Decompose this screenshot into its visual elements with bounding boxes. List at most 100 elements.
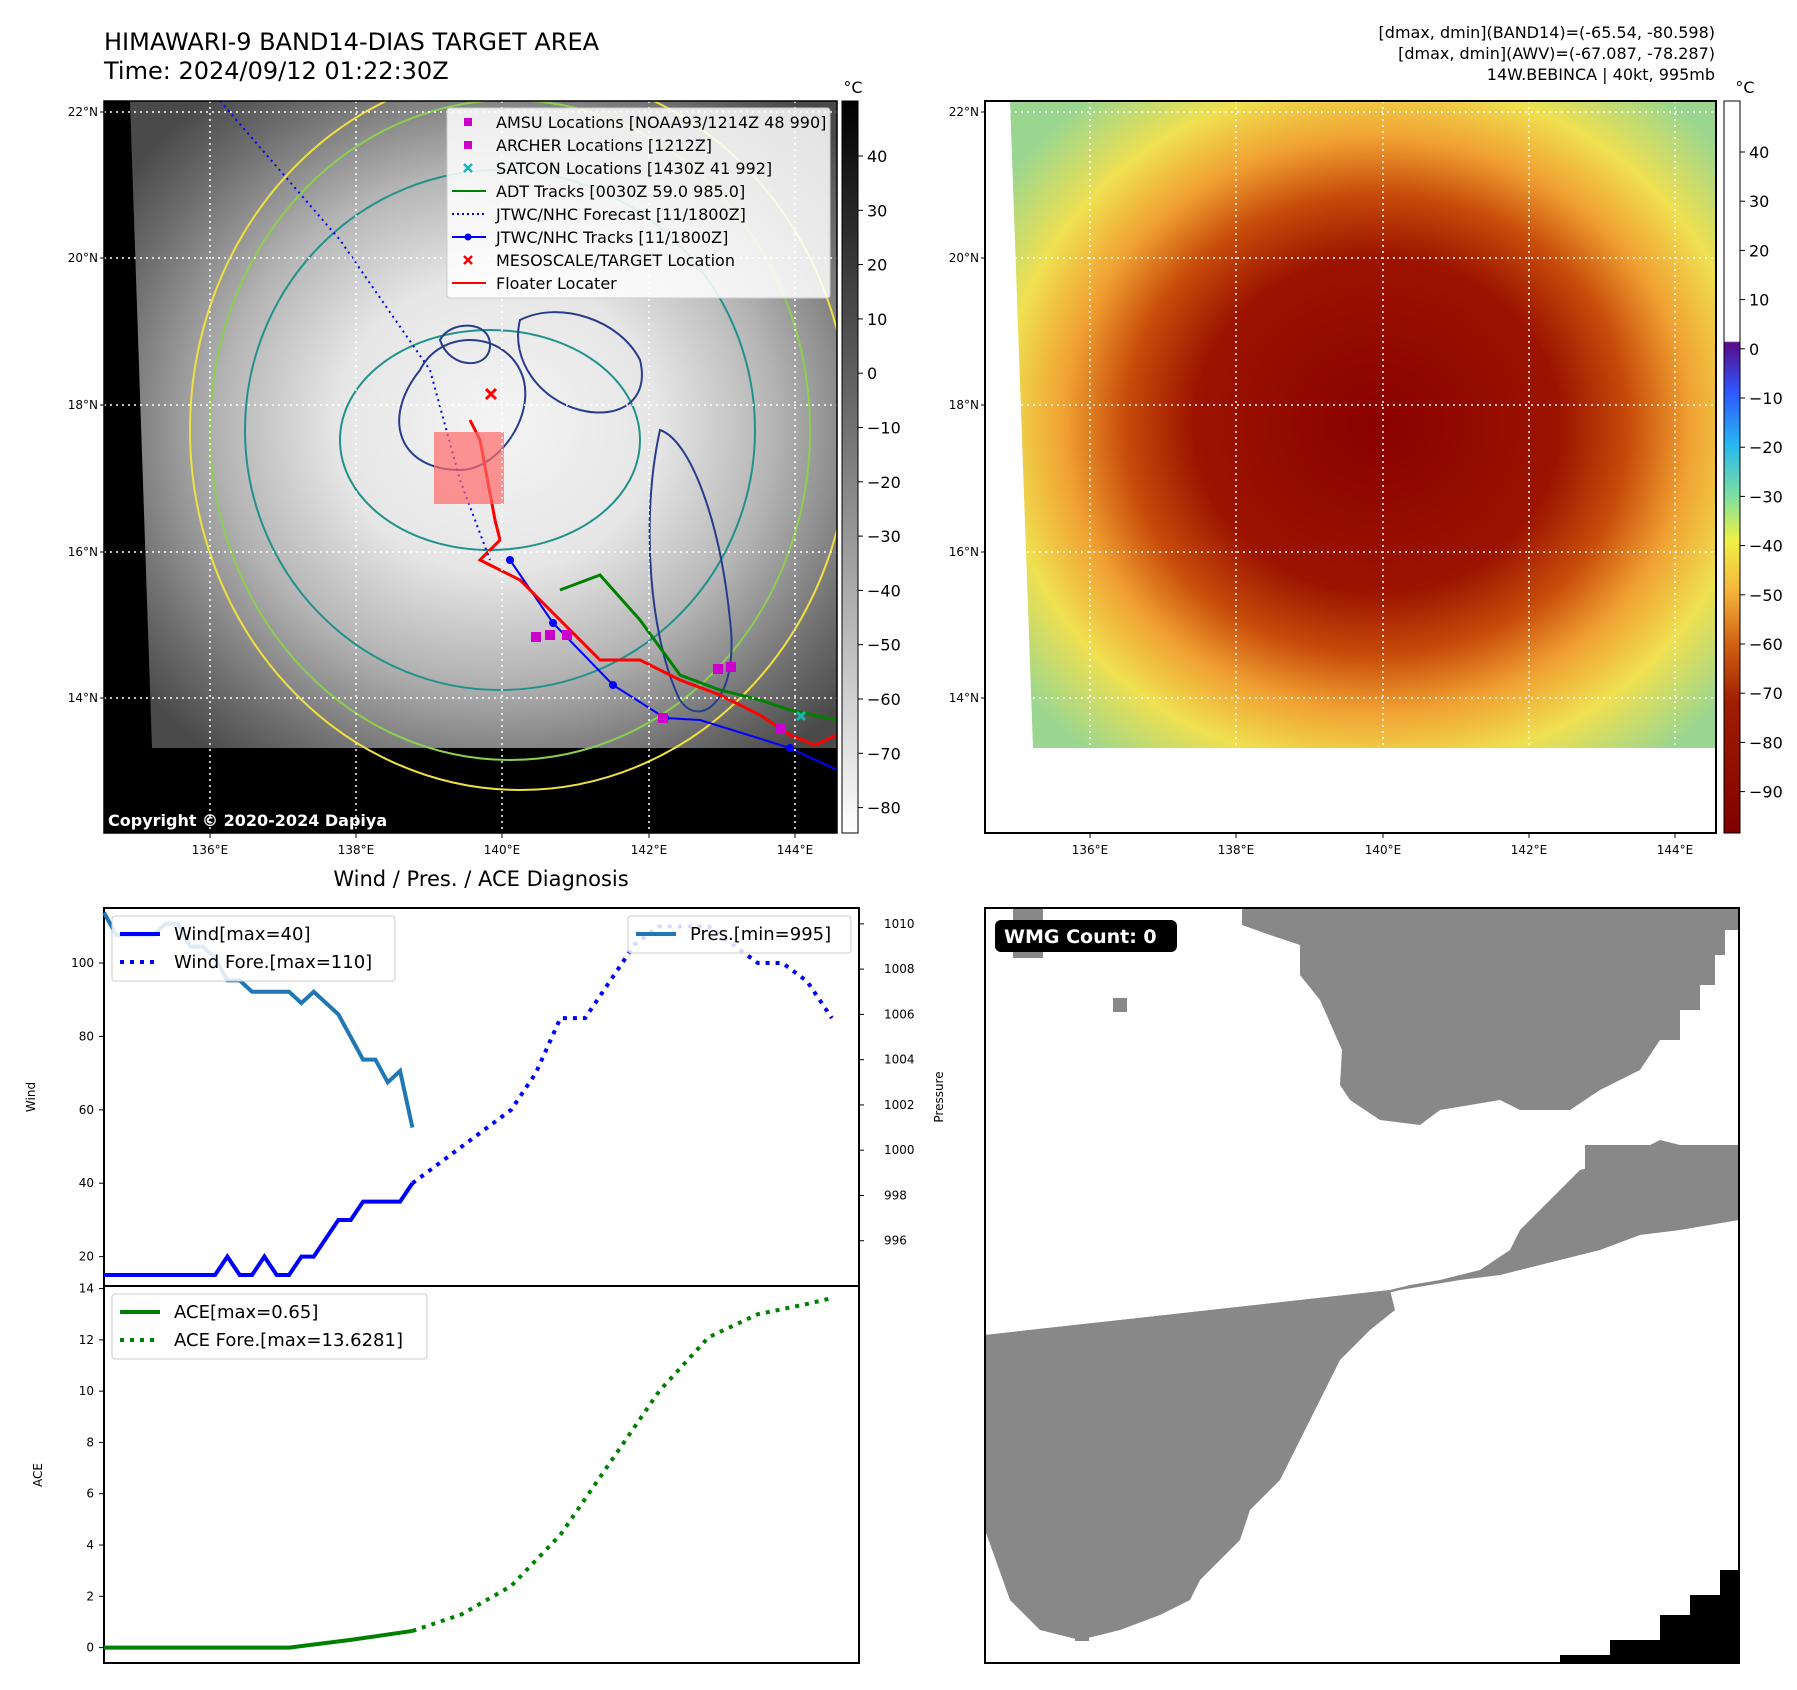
y-tick-label: 20 [79, 1250, 94, 1264]
satcon-location-marker [795, 710, 807, 722]
wmg-count-badge [995, 920, 1177, 952]
right-colorbar-tick-label: −70 [1749, 684, 1783, 703]
left-map-lat-label: 14°N [68, 691, 98, 705]
amsu-location [726, 662, 736, 672]
ace-legend-label: ACE[max=0.65] [174, 1302, 318, 1323]
y2-tick-label: 1000 [884, 1143, 915, 1157]
contour-navy-southeast [648, 428, 733, 713]
right-colorbar-tick-label: 10 [1749, 291, 1769, 310]
map-legend: AMSU Locations [NOAA93/1214Z 48 990] ARCH… [446, 107, 831, 299]
y-tick-label: 14 [79, 1282, 94, 1296]
floater-locater [468, 419, 837, 747]
right-colorbar: °C 40 30 20 10 0 −10 −20 −30 −40 −50 −60 −70 −80 −90 [1723, 78, 1783, 834]
legend-swatch-dot [464, 233, 472, 241]
wmg-speck [1113, 998, 1127, 1012]
right-map-lon-label: 138°E [1218, 843, 1255, 857]
right-map-lat-label: 16°N [949, 545, 979, 559]
right-map-frame [984, 100, 1717, 834]
wind-pressure-panel: 20 40 60 80 100 996 998 1000 1002 1004 1006 1008 101… [24, 907, 946, 1287]
left-colorbar-unit: °C [843, 78, 862, 97]
map-legend-box [446, 107, 831, 299]
left-colorbar-tick-label: −50 [867, 636, 901, 655]
legend-label: JTWC/NHC Tracks [11/1800Z] [495, 228, 728, 247]
legend-label: AMSU Locations [NOAA93/1214Z 48 990] [496, 113, 826, 132]
jtwc-track-point [786, 744, 794, 752]
wmg-black-corner [1560, 1570, 1739, 1663]
copyright: Copyright © 2020-2024 Dapiya [108, 811, 387, 830]
right-colorbar-tick-label: 30 [1749, 192, 1769, 211]
jtwc-track-point [549, 619, 557, 627]
legend-label: JTWC/NHC Forecast [11/1800Z] [495, 205, 746, 224]
left-map-lon-label: 142°E [631, 843, 668, 857]
right-colorbar-unit: °C [1735, 78, 1754, 97]
left-colorbar-tick-label: 0 [867, 364, 877, 383]
archer-location [545, 630, 555, 640]
left-colorbar-tick-label: 40 [867, 147, 887, 166]
ace-legend-box [111, 1293, 428, 1360]
y-tick-label: 2 [86, 1589, 94, 1603]
wind-legend-label: Wind[max=40] [174, 924, 311, 945]
pres-legend-label: Pres.[min=995] [690, 924, 831, 945]
jtwc-track-point [609, 681, 617, 689]
contour-outer-yellow [189, 101, 837, 791]
pres-legend-box [627, 915, 852, 954]
series-line [104, 1182, 415, 1277]
figure-time: Time: 2024/09/12 01:22:30Z [103, 57, 449, 85]
wmg-mask [985, 908, 1739, 1641]
wmg-count-label: WMG Count: 0 [1004, 926, 1157, 948]
pressure-axis-label: Pressure [932, 1071, 946, 1122]
right-colorbar-tick-label: −10 [1749, 389, 1783, 408]
right-map-lat-label: 18°N [949, 398, 979, 412]
ace-fore-legend-label: ACE Fore.[max=13.6281] [174, 1330, 403, 1351]
contour-navy-core [398, 339, 527, 472]
left-colorbar-tick-label: −40 [867, 581, 901, 600]
amsu-location [776, 724, 786, 734]
target-location-marker [484, 387, 498, 401]
wmg-frame [984, 907, 1740, 1664]
legend-swatch [464, 141, 472, 149]
legend-label: ARCHER Locations [1212Z] [496, 136, 712, 155]
left-colorbar-tick-label: 10 [867, 310, 887, 329]
ir-color-image [1010, 101, 1716, 748]
left-map-lat-label: 22°N [68, 105, 98, 119]
wmg-region-north [1242, 908, 1739, 1125]
left-map-panel: Copyright © 2020-2024 Dapiya AMSU Locati… [68, 100, 838, 857]
left-colorbar-tick-label: −30 [867, 527, 901, 546]
wmg-region-south [985, 1290, 1395, 1640]
wind-fore-legend-label: Wind Fore.[max=110] [174, 952, 372, 973]
left-map-lat-label: 20°N [68, 251, 98, 265]
wmg-panel: WMG Count: 0 [984, 907, 1740, 1664]
adt-track [559, 573, 837, 722]
series-line [411, 1296, 833, 1633]
dmax-awv: [dmax, dmin](AWV)=(-67.087, -78.287) [1398, 44, 1715, 63]
y-tick-label: 40 [79, 1176, 94, 1190]
left-map-lat-label: 16°N [68, 545, 98, 559]
right-colorbar-tick-label: −90 [1749, 783, 1783, 802]
diag-title: Wind / Pres. / ACE Diagnosis [333, 867, 628, 891]
y2-tick-label: 996 [884, 1234, 907, 1248]
left-colorbar-gradient [841, 100, 859, 834]
y-tick-label: 10 [79, 1384, 94, 1398]
right-map-panel: 22°N 20°N 18°N 16°N 14°N 136°E 138°E 140°E 142°… [949, 100, 1717, 857]
y2-tick-label: 1002 [884, 1098, 915, 1112]
ace-panel: 0 2 4 6 8 10 12 14 ACE ACE[max=0.65] ACE Fore.[… [31, 1282, 860, 1664]
contour-green [209, 101, 811, 761]
right-colorbar-tick-label: −80 [1749, 733, 1783, 752]
left-map-lon-label: 136°E [192, 843, 229, 857]
contour-navy-east [517, 311, 643, 414]
right-colorbar-tick-label: 0 [1749, 340, 1759, 359]
ace-axis-label: ACE [31, 1463, 45, 1487]
legend-swatch [463, 163, 473, 173]
y-tick-label: 80 [79, 1029, 94, 1043]
dmax-band14: [dmax, dmin](BAND14)=(-65.54, -80.598) [1379, 23, 1715, 42]
y-tick-label: 8 [86, 1435, 94, 1449]
right-map-lat-label: 22°N [949, 105, 979, 119]
right-colorbar-tick-label: −60 [1749, 635, 1783, 654]
archer-location [531, 632, 541, 642]
legend-swatch [464, 118, 472, 126]
right-colorbar-tick-label: −20 [1749, 438, 1783, 457]
y-tick-label: 12 [79, 1333, 94, 1347]
y-tick-label: 6 [86, 1487, 94, 1501]
series-line [104, 1628, 413, 1650]
